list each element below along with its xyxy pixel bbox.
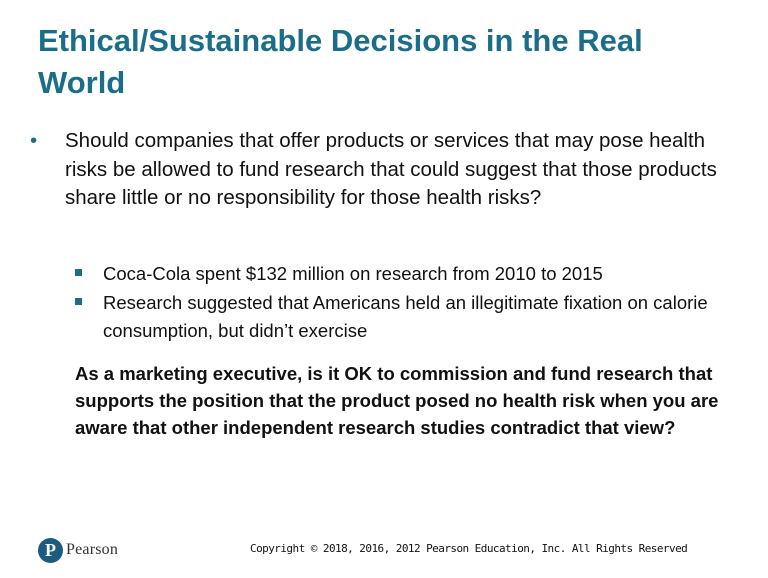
square-bullet-icon (75, 297, 82, 305)
pearson-logo-icon: P (38, 537, 63, 563)
discussion-question: As a marketing executive, is it OK to co… (75, 363, 719, 438)
sub-bullet-text: Coca-Cola spent $132 million on research… (103, 263, 603, 284)
main-bullet: • Should companies that offer products o… (30, 127, 730, 213)
pearson-logo: P Pearson (38, 537, 118, 563)
main-bullet-text: Should companies that offer products or … (65, 129, 717, 209)
copyright-notice: Copyright © 2018, 2016, 2012 Pearson Edu… (250, 542, 688, 555)
logo-wordmark: Pearson (66, 541, 119, 558)
square-bullet-icon (75, 269, 82, 276)
bullet-marker: • (30, 129, 38, 152)
sub-bullet-list: Coca-Cola spent $132 million on research… (75, 260, 735, 346)
sub-bullet-item: Research suggested that Americans held a… (75, 289, 735, 346)
slide-title: Ethical/Sustainable Decisions in the Rea… (38, 23, 643, 100)
sub-bullet-text: Research suggested that Americans held a… (103, 291, 708, 342)
sub-bullet-item: Coca-Cola spent $132 million on research… (75, 260, 735, 289)
